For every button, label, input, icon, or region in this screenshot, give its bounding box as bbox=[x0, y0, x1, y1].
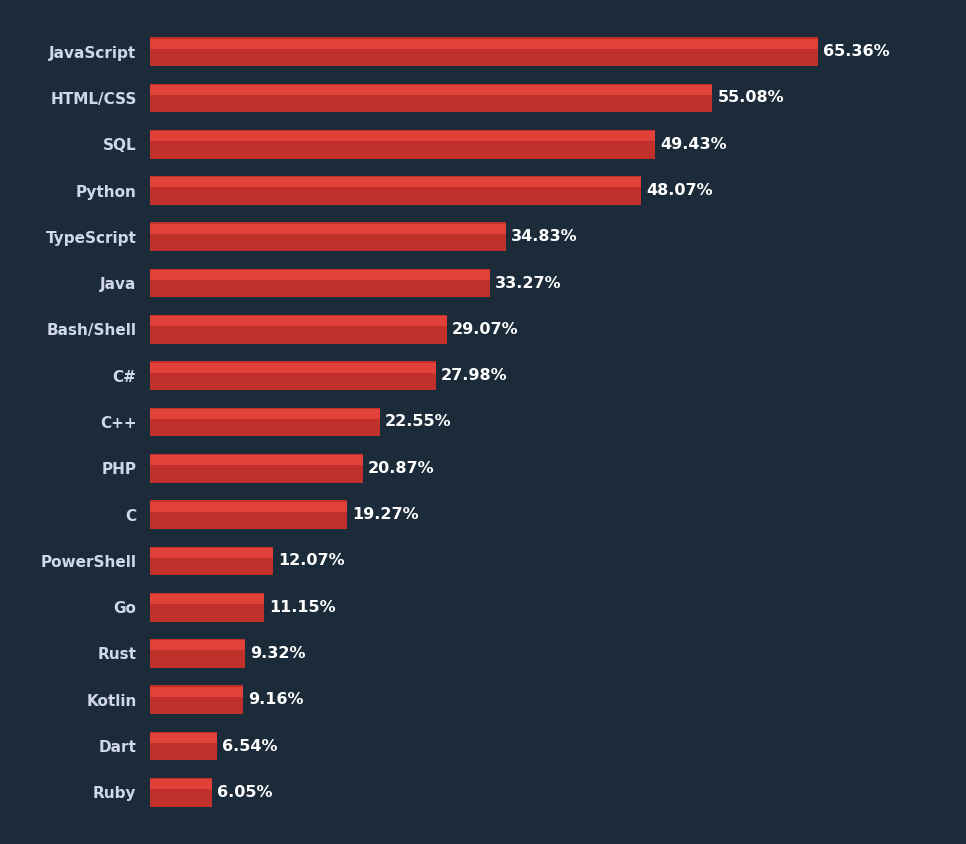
Bar bbox=[150, 687, 243, 697]
Bar bbox=[150, 430, 381, 436]
Bar bbox=[150, 338, 446, 343]
Bar bbox=[150, 291, 490, 296]
Text: 29.07%: 29.07% bbox=[452, 322, 519, 337]
Bar bbox=[150, 316, 446, 327]
Bar bbox=[150, 685, 243, 714]
Bar bbox=[150, 223, 505, 252]
Bar bbox=[150, 224, 505, 234]
Text: 27.98%: 27.98% bbox=[440, 368, 507, 383]
Bar bbox=[150, 85, 713, 95]
Bar bbox=[150, 270, 490, 280]
Text: 55.08%: 55.08% bbox=[718, 90, 784, 106]
Bar bbox=[150, 569, 273, 575]
Text: 19.27%: 19.27% bbox=[352, 507, 418, 522]
Text: 49.43%: 49.43% bbox=[660, 137, 726, 152]
Text: 48.07%: 48.07% bbox=[646, 183, 713, 198]
Text: 9.16%: 9.16% bbox=[248, 692, 304, 707]
Text: 9.32%: 9.32% bbox=[250, 646, 305, 661]
Text: 20.87%: 20.87% bbox=[368, 461, 435, 476]
Bar bbox=[150, 454, 363, 483]
Bar bbox=[150, 39, 817, 49]
Bar bbox=[150, 779, 212, 789]
Bar bbox=[150, 361, 436, 390]
Bar bbox=[150, 639, 245, 668]
Bar bbox=[150, 131, 655, 141]
Text: 22.55%: 22.55% bbox=[385, 414, 452, 430]
Text: 6.05%: 6.05% bbox=[216, 785, 272, 800]
Bar bbox=[150, 384, 436, 389]
Bar bbox=[150, 477, 363, 482]
Bar bbox=[150, 199, 640, 204]
Bar bbox=[150, 363, 436, 373]
Text: 33.27%: 33.27% bbox=[495, 276, 561, 290]
Bar bbox=[150, 106, 713, 111]
Bar bbox=[150, 733, 216, 743]
Bar bbox=[150, 501, 347, 511]
Bar bbox=[150, 755, 216, 760]
Bar bbox=[150, 245, 505, 251]
Bar bbox=[150, 615, 264, 620]
Bar bbox=[150, 708, 243, 713]
Bar bbox=[150, 455, 363, 465]
Bar bbox=[150, 594, 264, 604]
Bar bbox=[150, 315, 446, 344]
Bar bbox=[150, 547, 273, 576]
Bar bbox=[150, 408, 381, 436]
Bar bbox=[150, 130, 655, 159]
Bar bbox=[150, 641, 245, 651]
Bar bbox=[150, 60, 817, 65]
Bar bbox=[150, 409, 381, 419]
Text: 65.36%: 65.36% bbox=[823, 44, 890, 59]
Bar bbox=[150, 548, 273, 558]
Bar bbox=[150, 37, 817, 66]
Bar bbox=[150, 153, 655, 158]
Bar bbox=[150, 84, 713, 112]
Text: 34.83%: 34.83% bbox=[511, 230, 578, 244]
Text: 12.07%: 12.07% bbox=[278, 554, 345, 568]
Bar bbox=[150, 268, 490, 297]
Bar bbox=[150, 500, 347, 529]
Bar bbox=[150, 176, 640, 205]
Bar bbox=[150, 177, 640, 187]
Text: 11.15%: 11.15% bbox=[269, 600, 335, 614]
Bar bbox=[150, 801, 212, 806]
Bar bbox=[150, 732, 216, 760]
Bar bbox=[150, 662, 245, 667]
Text: 6.54%: 6.54% bbox=[221, 738, 277, 754]
Bar bbox=[150, 778, 212, 807]
Bar bbox=[150, 592, 264, 621]
Bar bbox=[150, 523, 347, 528]
